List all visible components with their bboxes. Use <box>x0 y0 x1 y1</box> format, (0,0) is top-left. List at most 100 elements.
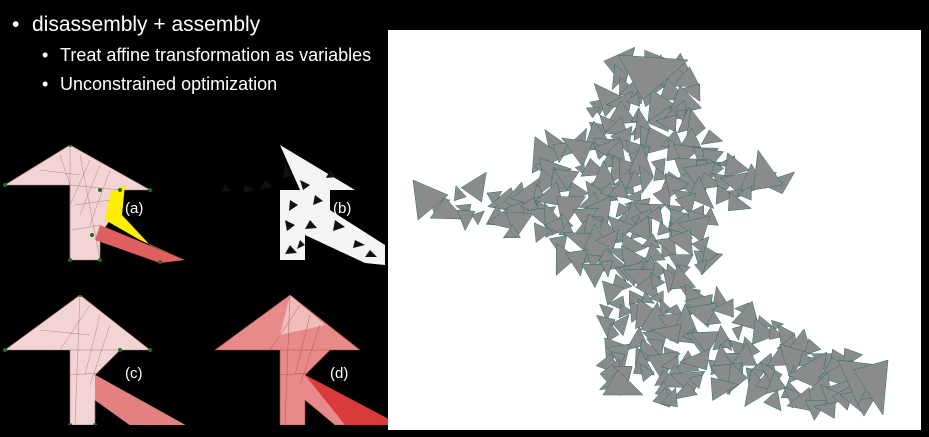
mesh-fragment <box>646 206 664 224</box>
mesh-fragment <box>601 280 625 306</box>
mesh-fragment <box>720 337 733 352</box>
mesh-fragment <box>659 298 674 317</box>
mesh-fragment <box>724 152 750 178</box>
fractured-mesh-svg <box>412 46 889 421</box>
mesh-fragment <box>585 106 601 119</box>
mesh-fragment <box>639 363 655 383</box>
mesh-fragment <box>504 212 534 238</box>
mesh-fragment <box>625 92 641 107</box>
mesh-fragment <box>694 258 708 275</box>
mesh-fragment <box>678 348 711 371</box>
mesh-fragment <box>728 191 753 212</box>
mesh-fragment <box>641 290 656 304</box>
bullet-text: Unconstrained optimization <box>60 74 278 94</box>
mesh-fragment <box>615 202 633 218</box>
mesh-fragment <box>751 318 777 345</box>
bullet-list: • disassembly + assembly • Treat affine … <box>12 12 382 96</box>
mesh-fragment <box>731 300 761 331</box>
mesh-fragment <box>645 338 664 360</box>
mesh-fragment <box>654 114 677 133</box>
mesh-fragment <box>664 172 690 198</box>
mesh-fragment <box>652 184 672 211</box>
mesh-fragment <box>855 397 876 417</box>
mesh-fragment <box>731 325 744 341</box>
mesh-fragment <box>650 272 666 290</box>
mesh-fragment <box>553 168 580 191</box>
mesh-fragment <box>626 216 651 242</box>
mesh-fragment <box>650 324 682 344</box>
mesh-fragment <box>602 369 644 396</box>
mesh-fragment <box>595 229 620 250</box>
mesh-fragment <box>618 303 634 319</box>
mesh-fragment <box>600 260 614 278</box>
mesh-fragment <box>607 215 636 242</box>
mesh-fragment <box>471 210 485 226</box>
mesh-fragment <box>688 175 715 210</box>
mesh-fragment <box>763 389 782 412</box>
bullet-level2: • Unconstrained optimization <box>42 73 382 96</box>
mesh-figure-c <box>3 295 186 425</box>
mesh-panel-a: (a) <box>0 145 195 265</box>
panel-label-d: (d) <box>330 365 349 382</box>
bullet-dot-icon: • <box>42 74 49 94</box>
bullet-text: disassembly + assembly <box>32 13 261 36</box>
mesh-fragment <box>610 351 626 368</box>
mesh-fragment <box>644 242 666 262</box>
mesh-fragment <box>641 127 683 156</box>
mesh-fragment <box>534 181 564 207</box>
mesh-fragment <box>705 311 722 326</box>
mesh-figure-d <box>214 295 390 425</box>
bullet-text: Treat affine transformation as variables <box>60 45 372 65</box>
mesh-fragment <box>607 180 630 199</box>
bullet-level1: • disassembly + assembly <box>12 12 382 38</box>
mesh-fragment <box>429 197 466 220</box>
mesh-fragment <box>605 322 620 343</box>
mesh-figure-a <box>3 145 185 264</box>
bullet-level2: • Treat affine transformation as variabl… <box>42 44 382 67</box>
mesh-panel-c: (c) <box>0 295 195 425</box>
mesh-fragment <box>657 221 672 236</box>
mesh-panel-d: (d) <box>205 295 390 425</box>
mesh-fragment <box>681 83 701 102</box>
mesh-fragment <box>581 263 607 289</box>
mesh-fragment <box>564 249 588 277</box>
mesh-fragment <box>787 351 828 390</box>
bullet-dot-icon: • <box>12 13 20 36</box>
mesh-fragment <box>769 323 784 340</box>
mesh-fragment <box>813 402 836 419</box>
mesh-fragment <box>690 331 722 355</box>
mesh-fragment <box>625 170 647 190</box>
mesh-fragment <box>752 149 784 191</box>
mesh-fragment <box>617 54 689 101</box>
mesh-fragment <box>671 382 698 400</box>
mesh-fragment <box>786 386 812 412</box>
mesh-fragment <box>653 167 670 181</box>
mesh-fragment <box>412 179 449 221</box>
panel-label-b: (b) <box>333 200 352 217</box>
mesh-fragment <box>674 192 697 216</box>
mesh-fragment <box>688 374 703 390</box>
mesh-figure-b <box>215 145 385 265</box>
mesh-fragment <box>533 222 552 243</box>
mesh-fragment <box>453 185 467 202</box>
mesh-fragment <box>819 383 847 408</box>
mesh-fragment <box>589 159 616 192</box>
mesh-fragment <box>639 164 654 194</box>
mesh-fragment <box>653 237 677 257</box>
bullet-dot-icon: • <box>42 45 49 65</box>
mesh-fragment <box>502 224 521 239</box>
mesh-fragment <box>660 387 678 408</box>
mesh-fragment <box>715 184 736 205</box>
mesh-fragment <box>710 298 734 318</box>
mesh-fragment <box>667 229 693 257</box>
mesh-fragment <box>852 359 889 416</box>
mesh-fragment <box>736 185 752 201</box>
panel-label-a: (a) <box>125 200 144 217</box>
mesh-fragment <box>710 377 740 402</box>
mesh-fragment <box>456 209 476 232</box>
mesh-fragment <box>803 338 822 356</box>
mesh-panel-b: (b) <box>205 145 390 265</box>
mesh-fragment <box>672 66 701 87</box>
mesh-fragment <box>460 171 487 203</box>
mesh-fragment <box>731 342 758 366</box>
